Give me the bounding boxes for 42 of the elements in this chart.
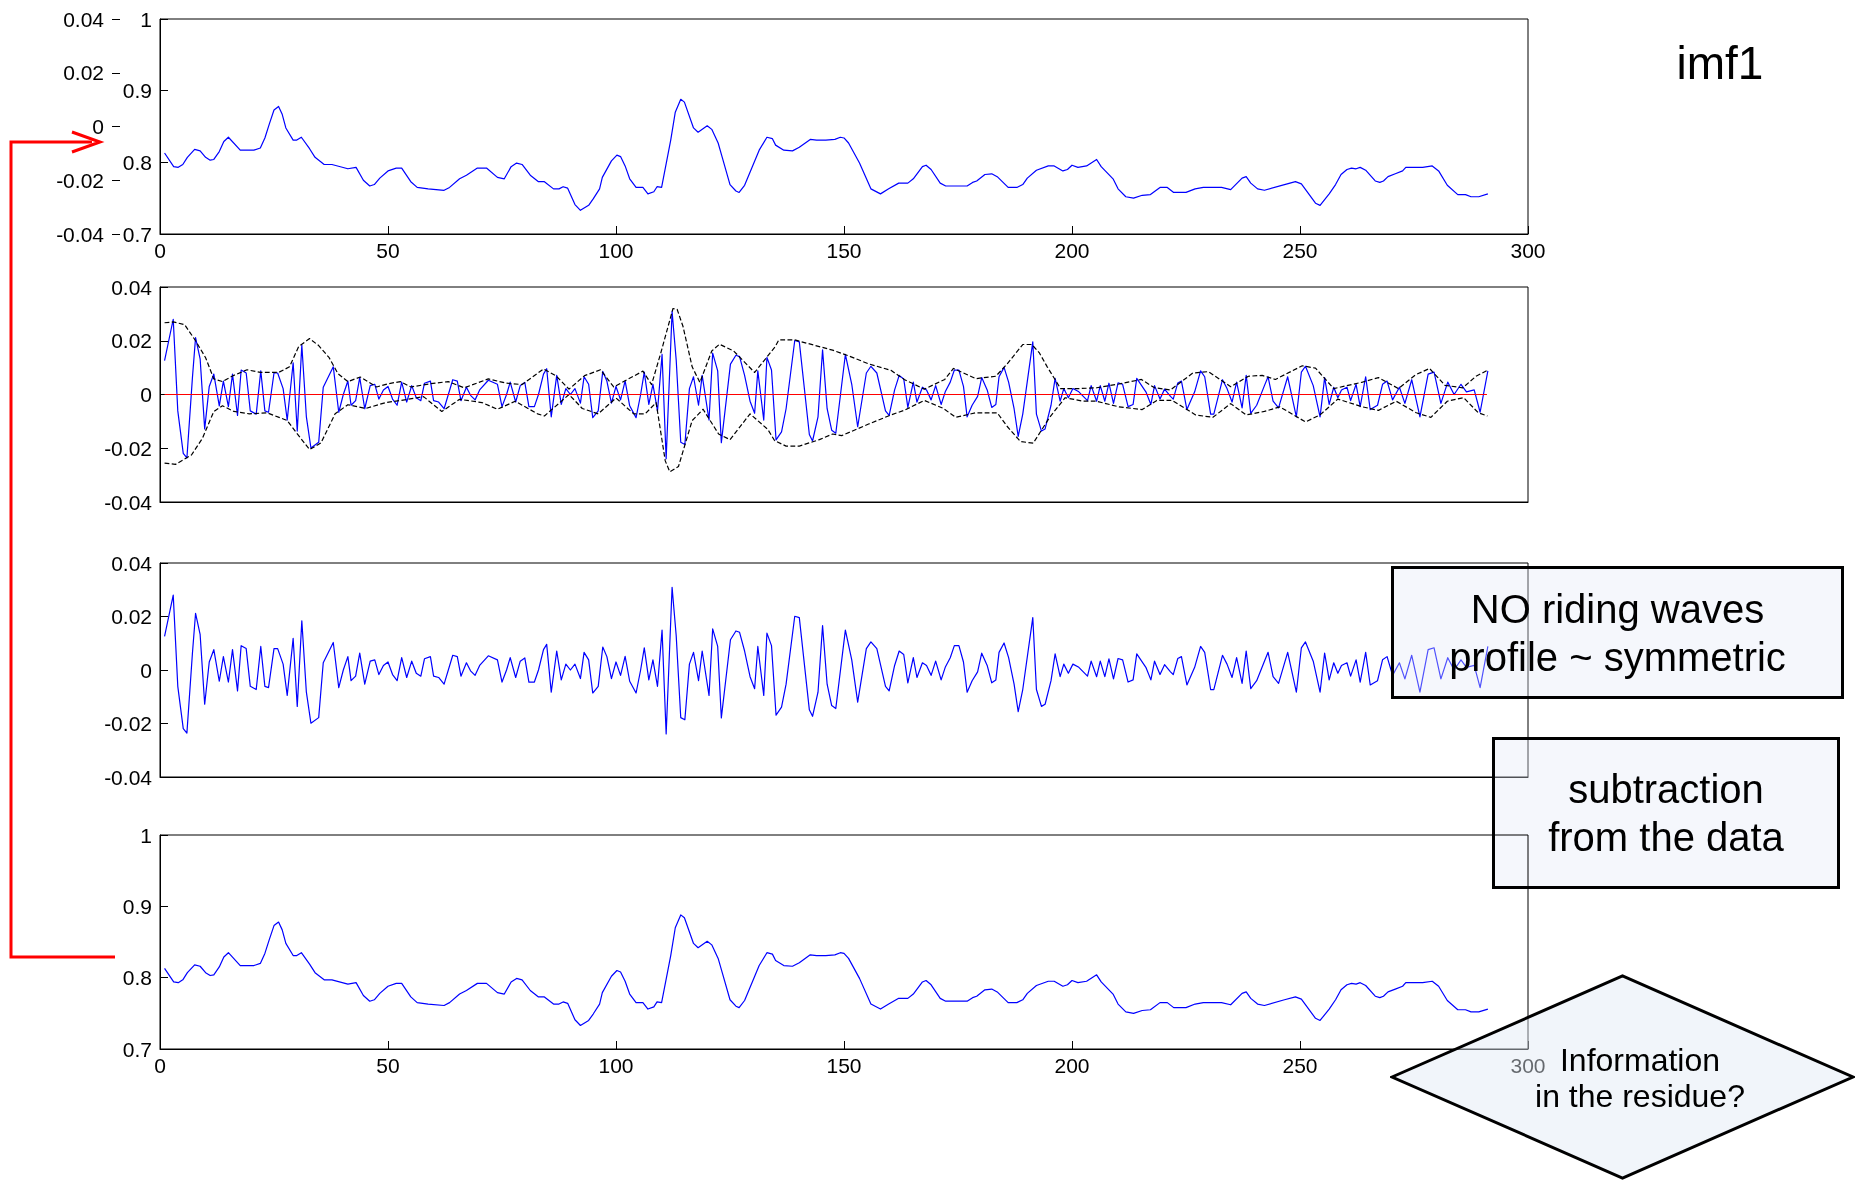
x-tick-label: 250 [1282, 239, 1318, 262]
y2-tick-label: -0.04 [56, 222, 105, 246]
x-tick-label: 150 [826, 239, 862, 262]
y2-tick-label: -0.02 [56, 168, 104, 192]
y-tick-label: 0.7 [122, 222, 152, 246]
y-tick-label: 0.8 [122, 966, 152, 990]
x-tick-label: 300 [1510, 1054, 1546, 1077]
y-tick-label: 0 [140, 383, 152, 406]
y-tick-label: -0.02 [104, 436, 152, 460]
y-tick-label: 0.9 [122, 894, 152, 918]
x-tick-label: 50 [376, 239, 400, 262]
y-tick-label: 0.04 [111, 551, 153, 575]
line-series [163, 914, 1489, 1027]
x-tick-label: 100 [598, 239, 634, 262]
y2-tick-label: 0.04 [63, 7, 105, 31]
y-tick-label: -0.02 [104, 712, 152, 735]
x-tick-label: 300 [1510, 239, 1546, 262]
line-series [163, 393, 1489, 473]
y-tick-label: -0.04 [104, 490, 153, 514]
y-tick-label: 0 [140, 658, 152, 682]
annotation: NO riding waves profile ~ symmetric [1448, 585, 1787, 681]
y-tick-label: 0.9 [122, 79, 152, 103]
x-tick-label: 150 [826, 1054, 862, 1077]
y-tick-label: 0.04 [111, 275, 153, 299]
x-tick-label: 100 [598, 1054, 634, 1077]
y-tick-label: 0.7 [122, 1037, 152, 1061]
x-tick-label: 50 [376, 1054, 400, 1077]
line-series [163, 310, 1489, 460]
y-tick-label: 0.02 [111, 605, 152, 628]
y-tick-label: 0.8 [122, 150, 152, 174]
y-tick-label: 1 [140, 7, 152, 31]
y2-tick-label: 0.02 [63, 61, 104, 85]
text: subtraction from the data [1547, 766, 1785, 861]
line-series [163, 307, 1489, 391]
x-tick-label: 200 [1054, 1054, 1090, 1077]
y-tick-label: 1 [140, 823, 152, 847]
y-tick-label: 0.02 [111, 329, 152, 353]
x-tick-label: 250 [1282, 1054, 1318, 1077]
line-series [163, 98, 1489, 211]
y-tick-label: -0.04 [104, 765, 153, 789]
text: imf1 [1675, 36, 1765, 91]
x-tick-label: 200 [1054, 239, 1090, 262]
